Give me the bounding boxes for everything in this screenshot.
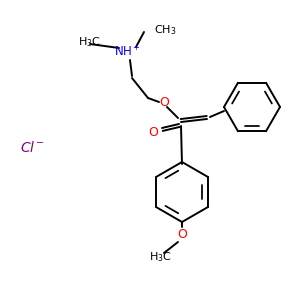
Text: Cl$^-$: Cl$^-$	[20, 140, 44, 155]
Text: O: O	[159, 95, 169, 109]
Text: H$_3$C: H$_3$C	[78, 35, 101, 49]
Text: O: O	[148, 125, 158, 139]
Text: O: O	[177, 229, 187, 242]
Text: H$_3$C: H$_3$C	[149, 250, 172, 264]
Text: CH$_3$: CH$_3$	[154, 23, 176, 37]
Text: NH$^+$: NH$^+$	[113, 44, 140, 60]
